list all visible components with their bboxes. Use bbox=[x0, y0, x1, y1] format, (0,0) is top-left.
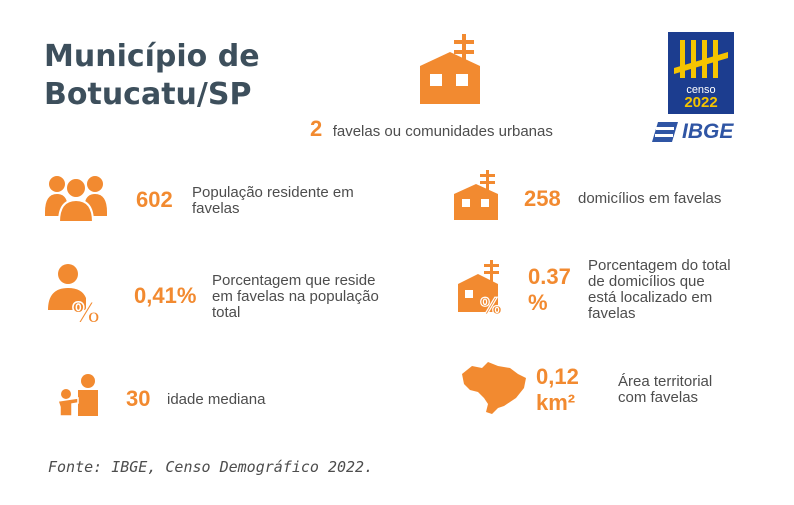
brazil-map-icon bbox=[462, 362, 526, 414]
domicilios-label: domicílios em favelas bbox=[578, 190, 722, 207]
populacao-label-line-1: População residente em bbox=[192, 184, 354, 201]
porcentagem-pop-label-line-3: total bbox=[212, 304, 241, 321]
title-line-2: Botucatu/SP bbox=[44, 77, 252, 112]
area-label: Área territorial com favelas bbox=[618, 374, 712, 406]
source-note: Fonte: IBGE, Censo Demográfico 2022. bbox=[48, 458, 374, 476]
populacao-label-line-2: favelas bbox=[192, 200, 240, 217]
porcentagem-pop-label: Porcentagem que reside em favelas na pop… bbox=[212, 273, 379, 321]
svg-text:%: % bbox=[480, 295, 502, 320]
area-label-line-2: com favelas bbox=[618, 389, 699, 406]
porcentagem-pop-value: 0,41% bbox=[134, 283, 197, 308]
idade-label: idade mediana bbox=[167, 391, 266, 408]
populacao-label: População residente em favelas bbox=[192, 185, 354, 217]
porcentagem-dom-value-line-1: 0.37 bbox=[528, 264, 571, 289]
title-line-1: Município de bbox=[44, 39, 260, 74]
area-value-line-1: 0,12 bbox=[536, 364, 579, 389]
area-value-line-2: km² bbox=[536, 390, 576, 415]
censo-2022-logo: censo 2022 bbox=[668, 32, 734, 114]
house-antenna-icon bbox=[420, 34, 480, 104]
populacao-value: 602 bbox=[136, 187, 173, 212]
censo-word: censo bbox=[686, 84, 716, 96]
favelas-stat: 2 favelas ou comunidades urbanas bbox=[310, 116, 553, 142]
porcentagem-dom-label-line-1: Porcentagem do total bbox=[588, 257, 731, 274]
svg-text:%: % bbox=[72, 296, 100, 329]
people-group-icon bbox=[45, 176, 107, 223]
porcentagem-dom-label-line-4: favelas bbox=[588, 305, 636, 322]
favelas-label: favelas ou comunidades urbanas bbox=[332, 123, 553, 140]
porcentagem-pop-label-line-1: Porcentagem que reside bbox=[212, 272, 376, 289]
tally-marks-icon bbox=[674, 40, 728, 78]
ibge-mark-icon bbox=[652, 122, 678, 142]
domicilios-value: 258 bbox=[524, 186, 561, 211]
porcentagem-dom-label: Porcentagem do total de domicílios que e… bbox=[588, 258, 731, 322]
porcentagem-dom-value-line-2: % bbox=[528, 290, 548, 315]
porcentagem-dom-label-line-2: de domicílios que bbox=[588, 273, 705, 290]
house-antenna-icon bbox=[454, 170, 498, 220]
person-percent-icon: % bbox=[48, 264, 101, 330]
area-value: 0,12 km² bbox=[536, 364, 579, 416]
porcentagem-dom-value: 0.37 % bbox=[528, 264, 571, 316]
porcentagem-pop-label-line-2: em favelas na população bbox=[212, 288, 379, 305]
idade-value: 30 bbox=[126, 386, 151, 411]
house-percent-icon: % bbox=[458, 260, 503, 321]
favelas-value: 2 bbox=[310, 116, 323, 141]
page-title: Município de Botucatu/SP bbox=[44, 38, 304, 114]
porcentagem-dom-label-line-3: está localizado em bbox=[588, 289, 713, 306]
ibge-logo: IBGE bbox=[652, 120, 733, 144]
adult-child-icon bbox=[57, 374, 98, 417]
area-label-line-1: Área territorial bbox=[618, 373, 713, 390]
censo-year: 2022 bbox=[684, 94, 718, 111]
ibge-wordmark: IBGE bbox=[682, 120, 734, 143]
